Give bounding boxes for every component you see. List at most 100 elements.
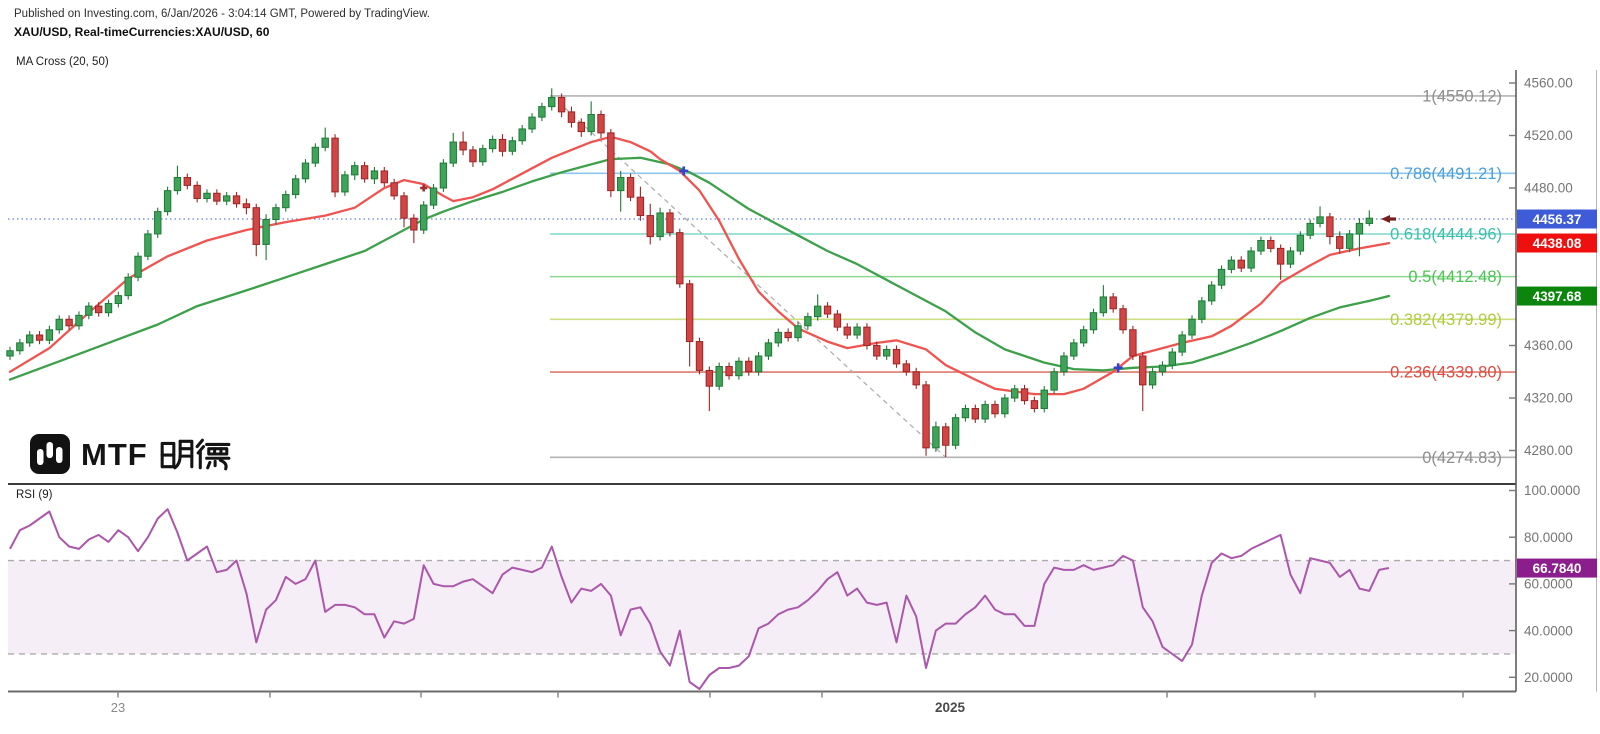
candle-body-down <box>873 345 881 357</box>
candle-body-up <box>538 106 546 118</box>
price-tick-label: 4320.00 <box>1524 391 1573 406</box>
ma-indicator-label: MA Cross (20, 50) <box>16 56 109 68</box>
candle-body-up <box>370 170 379 180</box>
candle-body-up <box>449 141 457 164</box>
ma50-line <box>8 156 1391 381</box>
ma-cross-markers <box>420 166 1123 373</box>
candle-body-down <box>745 360 753 373</box>
candle-body-down <box>232 195 241 205</box>
candle-body-up <box>341 174 349 193</box>
candle-body-up <box>1316 216 1324 224</box>
candle-body-up <box>518 128 526 142</box>
candle-body-up <box>144 233 152 257</box>
ma-lines <box>8 135 1391 396</box>
candle-body-up <box>1306 222 1314 236</box>
rsi-tick-label: 60.0000 <box>1524 577 1573 592</box>
price-tick-label: 4360.00 <box>1524 338 1573 353</box>
candle-body-down <box>666 212 674 234</box>
last-price-badge-label: 4456.37 <box>1533 212 1582 227</box>
ma50-badge-label: 4397.68 <box>1533 289 1582 304</box>
time-label: 23 <box>111 700 125 715</box>
candle-body-up <box>45 329 54 341</box>
candle-body-up <box>1070 342 1078 357</box>
rsi-tick-label: 100.0000 <box>1524 483 1580 498</box>
candle-body-down <box>833 313 842 328</box>
candle-body-up <box>1355 222 1364 235</box>
candle-body-down <box>1276 247 1285 265</box>
brand-logo-icon <box>30 434 70 474</box>
price-tick-label: 4480.00 <box>1524 181 1573 196</box>
candle-body-up <box>1079 329 1088 344</box>
candle-body-up <box>223 195 231 202</box>
last-price-arrow-icon <box>1381 215 1390 224</box>
candle-body-down <box>636 196 645 217</box>
candle-body-up <box>1198 300 1206 320</box>
candle-body-up <box>114 295 123 304</box>
candle-body-down <box>498 138 507 152</box>
candle-body-up <box>617 177 625 192</box>
candle-body-down <box>971 408 979 420</box>
candle-body-down <box>892 348 901 365</box>
candle-body-down <box>1119 308 1127 331</box>
candle-body-up <box>1040 389 1048 409</box>
candle-body-up <box>932 426 940 449</box>
fib-label: 1(4550.12) <box>1422 87 1502 105</box>
candle-body-up <box>508 140 517 152</box>
candle-body-down <box>331 137 339 193</box>
candle-body-up <box>735 360 743 377</box>
candle-body-down <box>646 215 654 238</box>
candle-body-up <box>282 194 290 209</box>
ma20-badge <box>1517 233 1597 253</box>
candlestick-series <box>6 88 1373 458</box>
rsi-tick-label: 20.0000 <box>1524 670 1573 685</box>
fib-trendline <box>551 95 947 458</box>
candle-body-down <box>1109 296 1117 310</box>
candle-body-down <box>360 165 369 180</box>
candle-body-down <box>469 149 477 163</box>
candle-body-up <box>1257 240 1265 252</box>
candle-body-down <box>685 283 694 343</box>
candle-body-up <box>1296 234 1305 252</box>
candle-body-down <box>1336 236 1344 249</box>
candle-body-up <box>16 342 24 352</box>
candle-body-up <box>774 331 782 344</box>
candle-body-down <box>183 177 192 186</box>
ma50-badge <box>1517 286 1597 306</box>
candle-body-up <box>85 305 93 316</box>
candle-body-down <box>1267 240 1275 249</box>
candle-body-up <box>55 318 63 331</box>
price-tick-label: 4520.00 <box>1524 128 1573 143</box>
candle-body-up <box>1001 397 1009 415</box>
last-price-arrow-icon <box>1390 217 1396 221</box>
candle-body-up <box>764 342 773 357</box>
candle-body-down <box>626 177 635 198</box>
rsi-tick-label: 80.0000 <box>1524 530 1573 545</box>
candle-body-up <box>272 207 280 220</box>
candle-body-down <box>242 203 251 209</box>
panel-frame <box>8 70 1597 693</box>
rsi-line <box>9 508 1390 690</box>
rsi-axis: 100.0000 80.0000 60.0000 40.0000 20.0000 <box>1509 483 1580 685</box>
candle-body-down <box>390 182 398 197</box>
candle-body-up <box>1188 318 1196 336</box>
candle-body-up <box>1011 388 1019 399</box>
last-price-badge <box>1517 209 1597 229</box>
candle-body-up <box>420 204 428 231</box>
rsi-band-group <box>8 559 1516 655</box>
candle-body-down <box>410 217 418 231</box>
candle-body-down <box>1030 400 1039 409</box>
candle-body-up <box>488 138 497 150</box>
candle-body-up <box>262 219 270 245</box>
candle-body-up <box>1286 250 1295 265</box>
candle-body-up <box>1345 233 1354 249</box>
candle-body-up <box>814 305 822 318</box>
candle-body-up <box>1247 250 1255 269</box>
fib-label: 0.618(4444.96) <box>1390 225 1502 243</box>
rsi-badge <box>1517 558 1597 578</box>
candle-body-down <box>991 404 999 415</box>
candle-body-up <box>1208 284 1216 302</box>
candle-body-up <box>301 162 310 180</box>
candle-body-down <box>902 363 911 373</box>
candle-body-down <box>942 426 950 446</box>
